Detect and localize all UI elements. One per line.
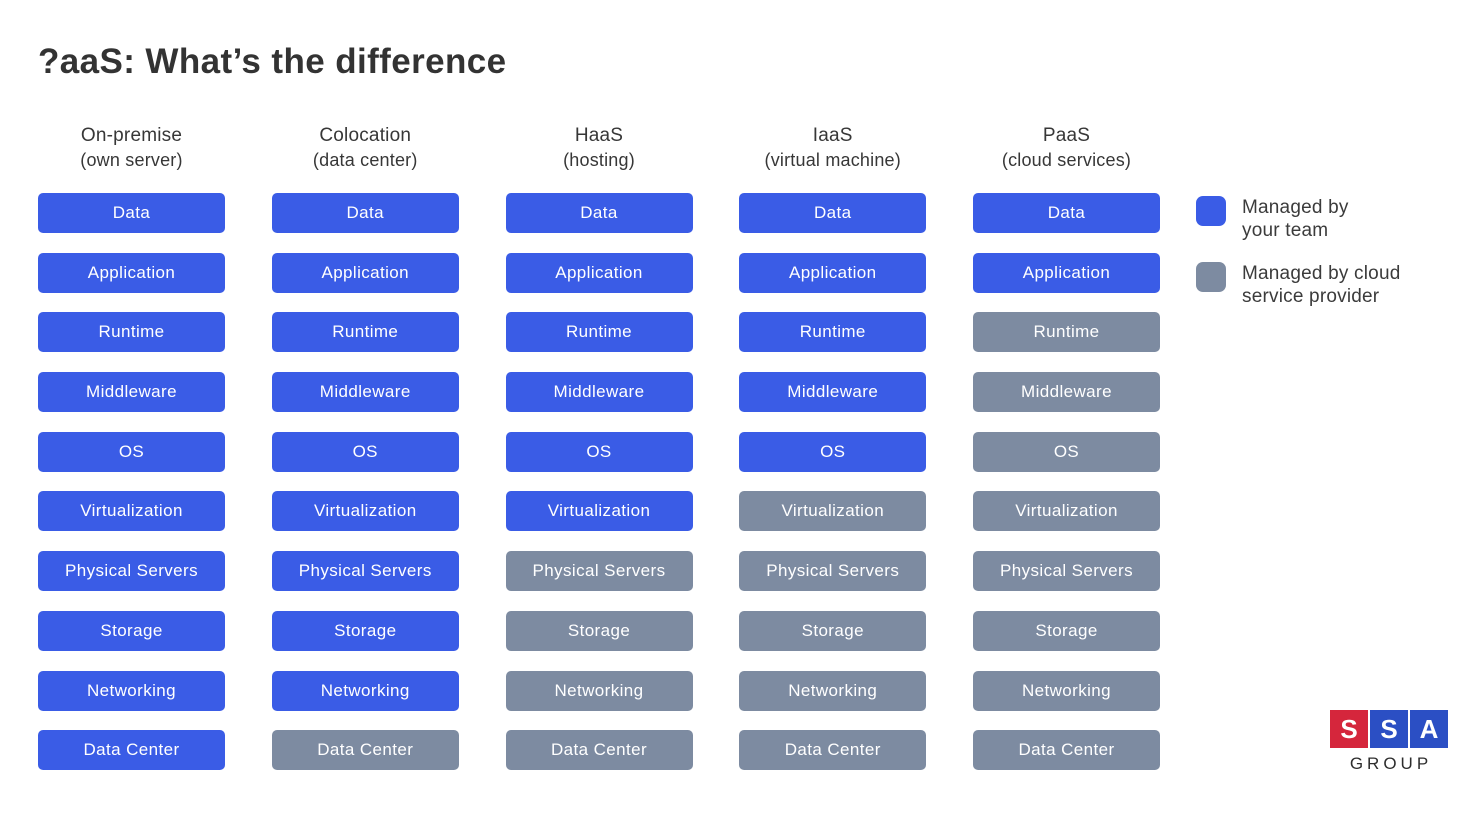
legend-team-line1: Managed by xyxy=(1242,197,1349,218)
logo-square-2: S xyxy=(1370,710,1408,748)
layer-box-os: OS xyxy=(739,431,927,472)
layer-box-data: Data xyxy=(739,193,927,233)
column-subtitle: (cloud services) xyxy=(1001,150,1132,170)
layer-box-application: Application xyxy=(739,252,927,293)
layer-box-storage: Storage xyxy=(973,610,1160,651)
layer-box-runtime: Runtime xyxy=(271,312,459,353)
column-name: PaaS xyxy=(1042,125,1091,146)
layer-box-os: OS xyxy=(973,431,1160,472)
layer-box-storage: Storage xyxy=(739,610,927,651)
legend-item-provider: Managed by cloud service provider xyxy=(1196,262,1466,308)
layer-box-data-center: Data Center xyxy=(973,730,1160,771)
column-colocation: Colocation (data center) Data Application Ru… xyxy=(271,125,459,790)
layer-box-application: Application xyxy=(973,252,1160,293)
logo-square-3: A xyxy=(1410,710,1448,748)
column-name: Colocation xyxy=(319,125,412,146)
layer-box-networking: Networking xyxy=(38,670,225,711)
column-header-on-premise: On-premise (own server) xyxy=(38,125,225,193)
logo-square-1: S xyxy=(1330,710,1368,748)
legend-provider-line1: Managed by cloud xyxy=(1242,263,1401,284)
layer-box-virtualization: Virtualization xyxy=(505,491,693,532)
legend-label-provider: Managed by cloud service provider xyxy=(1242,262,1400,308)
legend: Managed by your team Managed by cloud se… xyxy=(1196,196,1466,328)
legend-provider-line2: service provider xyxy=(1242,286,1380,307)
layer-box-storage: Storage xyxy=(505,610,693,651)
column-subtitle: (own server) xyxy=(80,150,183,170)
layer-box-virtualization: Virtualization xyxy=(38,491,225,532)
layer-box-data-center: Data Center xyxy=(505,730,693,771)
column-name: On-premise xyxy=(80,125,183,146)
column-iaas: IaaS (virtual machine) Data Application Runt… xyxy=(739,125,927,790)
column-haas: HaaS (hosting) Data Application Runtime Middl… xyxy=(505,125,693,790)
layer-box-runtime: Runtime xyxy=(38,312,225,353)
layer-box-application: Application xyxy=(271,252,459,293)
layer-box-application: Application xyxy=(505,252,693,293)
layer-box-middleware: Middleware xyxy=(271,372,459,413)
legend-team-line2: your team xyxy=(1242,220,1329,241)
layer-box-storage: Storage xyxy=(271,610,459,651)
column-name: HaaS xyxy=(574,125,624,146)
layer-box-application: Application xyxy=(38,252,225,293)
column-name: IaaS xyxy=(812,125,853,146)
layer-box-physical-servers: Physical Servers xyxy=(739,551,927,592)
column-subtitle: (data center) xyxy=(312,150,418,170)
legend-item-team: Managed by your team xyxy=(1196,196,1466,242)
column-header-iaas: IaaS (virtual machine) xyxy=(739,125,926,193)
provider-color-swatch xyxy=(1196,262,1226,292)
column-header-paas: PaaS (cloud services) xyxy=(973,125,1160,193)
layer-box-runtime: Runtime xyxy=(505,312,693,353)
layer-box-virtualization: Virtualization xyxy=(973,491,1160,532)
layer-box-runtime: Runtime xyxy=(739,312,927,353)
layer-box-middleware: Middleware xyxy=(973,372,1160,413)
layer-box-data: Data xyxy=(38,193,225,233)
layer-box-data: Data xyxy=(505,193,693,233)
team-color-swatch xyxy=(1196,196,1226,226)
layer-box-networking: Networking xyxy=(271,670,459,711)
column-paas: PaaS (cloud services) Data Application Runti… xyxy=(973,125,1160,790)
layer-box-os: OS xyxy=(271,431,459,472)
layer-box-data: Data xyxy=(973,193,1160,233)
layer-box-runtime: Runtime xyxy=(973,312,1160,353)
layer-box-os: OS xyxy=(505,431,693,472)
layer-box-networking: Networking xyxy=(739,670,927,711)
column-subtitle: (hosting) xyxy=(563,150,635,170)
layer-box-data: Data xyxy=(271,193,459,233)
column-header-colocation: Colocation (data center) xyxy=(272,125,459,193)
column-on-premise: On-premise (own server) Data Application Run… xyxy=(38,125,225,790)
layer-box-middleware: Middleware xyxy=(739,372,927,413)
layer-box-networking: Networking xyxy=(973,670,1160,711)
column-header-haas: HaaS (hosting) xyxy=(506,125,693,193)
layer-box-data-center: Data Center xyxy=(271,730,459,771)
layer-box-physical-servers: Physical Servers xyxy=(271,551,459,592)
layer-box-data-center: Data Center xyxy=(38,730,225,771)
layer-box-physical-servers: Physical Servers xyxy=(38,551,225,592)
layer-box-data-center: Data Center xyxy=(739,730,927,771)
layer-box-physical-servers: Physical Servers xyxy=(505,551,693,592)
layer-box-storage: Storage xyxy=(38,610,225,651)
layer-box-virtualization: Virtualization xyxy=(271,491,459,532)
page-title: ?aaS: What’s the difference xyxy=(38,42,507,81)
column-subtitle: (virtual machine) xyxy=(764,150,901,170)
layer-box-virtualization: Virtualization xyxy=(739,491,927,532)
legend-label-team: Managed by your team xyxy=(1242,196,1349,242)
layer-box-physical-servers: Physical Servers xyxy=(973,551,1160,592)
layer-box-networking: Networking xyxy=(505,670,693,711)
layer-box-middleware: Middleware xyxy=(505,372,693,413)
logo-caption: GROUP xyxy=(1349,754,1433,773)
layer-box-os: OS xyxy=(38,431,225,472)
layer-box-middleware: Middleware xyxy=(38,372,225,413)
